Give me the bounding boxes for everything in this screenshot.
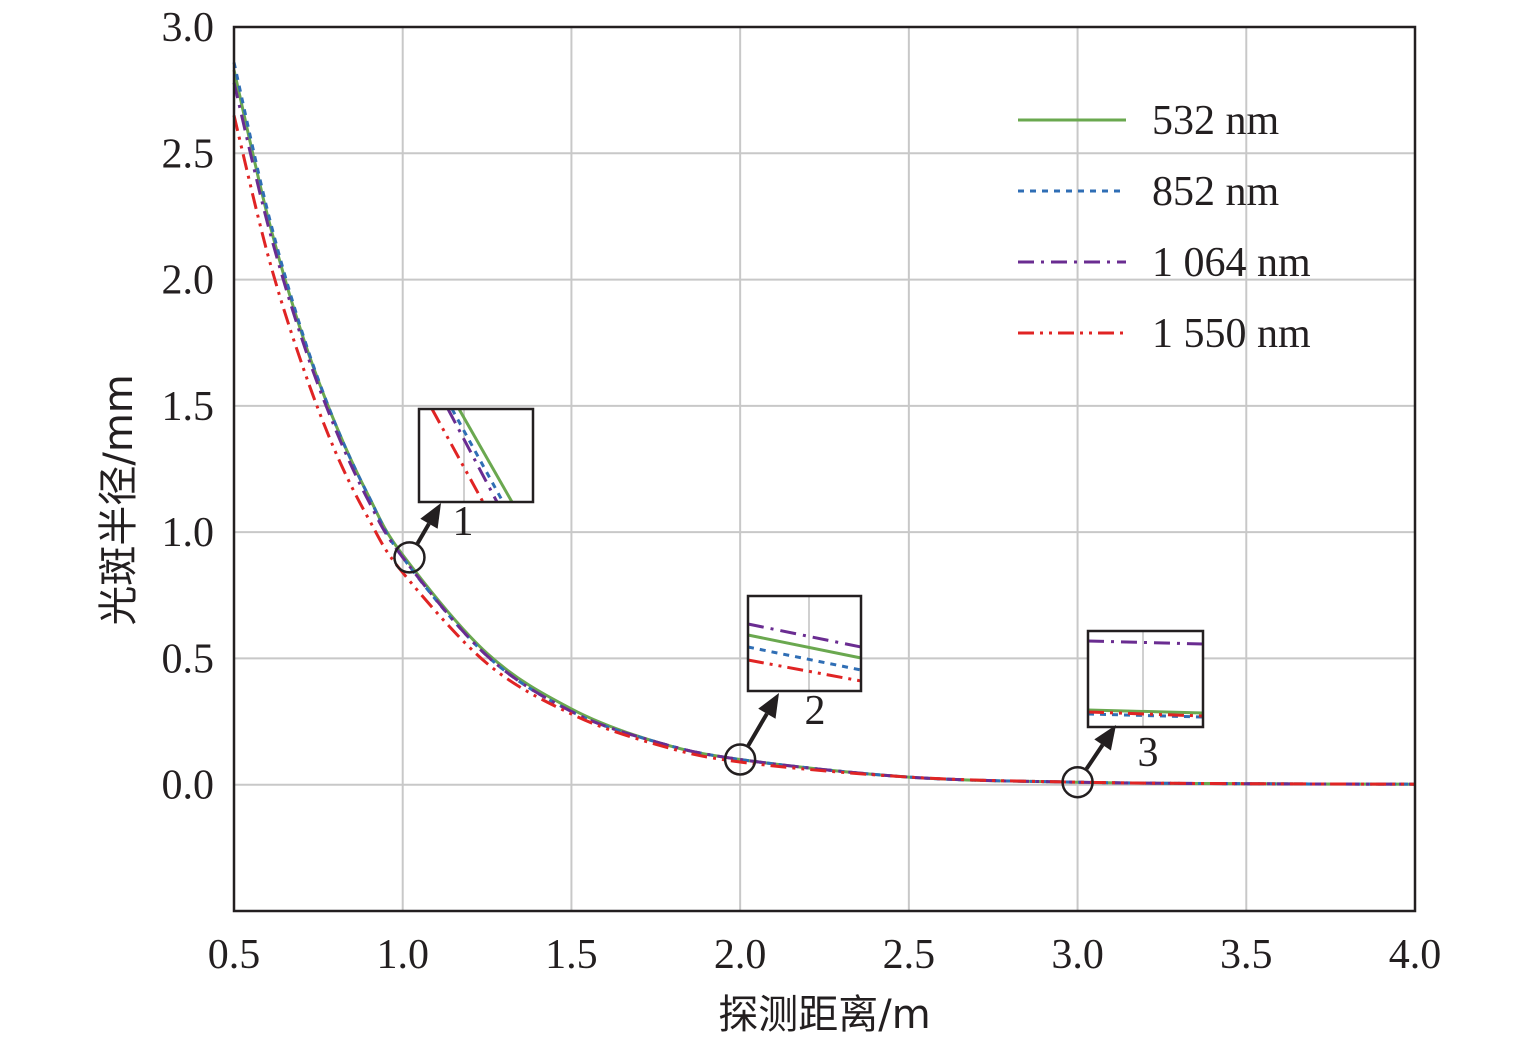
callout-circle	[393, 541, 426, 574]
callout-circle	[1061, 765, 1094, 799]
series-line-1064nm	[232, 82, 1416, 786]
callout-arrow-shaft	[1084, 743, 1105, 771]
inset-line-532nm	[457, 408, 514, 503]
x-tick-label: 4.0	[1389, 932, 1442, 978]
callout-label: 1	[453, 499, 474, 545]
y-tick-label: 2.5	[162, 131, 215, 177]
callout-1: 1	[393, 499, 474, 574]
inset-line-1550nm	[747, 658, 862, 683]
inset-line-1064nm	[1087, 639, 1204, 646]
series-layer	[232, 62, 1416, 786]
inset-line-1550nm	[430, 408, 485, 503]
inset-layer	[417, 407, 1205, 729]
legend-label: 1 550 nm	[1152, 311, 1311, 357]
x-tick-label: 0.5	[208, 932, 261, 978]
x-tick-label: 3.0	[1051, 932, 1104, 978]
inset-box-3	[1086, 629, 1205, 729]
tick-labels: 0.5 1.0 1.5 2.0 2.5 3.0 3.5 4.0 0.0 0.5 1.0 1.5 2.0 2…	[162, 5, 1442, 978]
inset-box-2	[746, 594, 863, 693]
legend-label: 1 064 nm	[1152, 240, 1311, 286]
callout-3: 3	[1061, 725, 1159, 799]
legend-label: 532 nm	[1152, 98, 1280, 144]
inset-line-852nm	[450, 408, 505, 503]
x-tick-label: 2.0	[714, 932, 767, 978]
x-tick-label: 1.0	[376, 932, 429, 978]
callout-circle	[723, 743, 757, 776]
legend-label: 852 nm	[1152, 169, 1280, 215]
x-tick-label: 2.5	[883, 932, 936, 978]
inset-frame	[1086, 629, 1205, 729]
callout-2: 2	[723, 688, 826, 776]
callout-arrow-shaft	[746, 712, 769, 747]
callout-layer: 1 2 3	[393, 499, 1159, 799]
legend: 532 nm 852 nm 1 064 nm 1 550 nm	[1018, 98, 1311, 357]
inset-box-1	[417, 407, 535, 504]
plot-frame	[232, 25, 1417, 913]
y-tick-label: 1.5	[162, 384, 215, 430]
callout-label: 3	[1138, 730, 1159, 776]
callout-arrow-head	[758, 693, 779, 719]
inset-frame	[746, 594, 863, 693]
inset-background	[748, 596, 861, 691]
x-tick-label: 3.5	[1220, 932, 1273, 978]
x-tick-label: 1.5	[545, 932, 598, 978]
y-axis-title: 光斑半径/mm	[96, 374, 142, 625]
series-line-852nm	[232, 62, 1416, 786]
callout-arrow-shaft	[415, 522, 431, 545]
inset-frame	[417, 407, 535, 504]
series-line-1550nm	[232, 115, 1416, 786]
callout-label: 2	[805, 688, 826, 734]
y-tick-label: 1.0	[162, 510, 215, 556]
grid-lines	[233, 26, 1416, 911]
callout-arrow-head	[1094, 725, 1116, 751]
y-tick-label: 0.5	[162, 636, 215, 682]
inset-line-532nm	[747, 633, 862, 660]
inset-line-1064nm	[747, 622, 862, 649]
inset-line-852nm	[747, 645, 862, 672]
y-tick-label: 3.0	[162, 5, 215, 51]
x-axis-title: 探测距离/m	[718, 992, 930, 1038]
inset-line-532nm	[1087, 708, 1204, 715]
y-tick-label: 2.0	[162, 258, 215, 304]
y-tick-label: 0.0	[162, 763, 215, 809]
inset-line-1550nm	[1087, 710, 1204, 718]
callout-arrow-head	[420, 503, 441, 529]
